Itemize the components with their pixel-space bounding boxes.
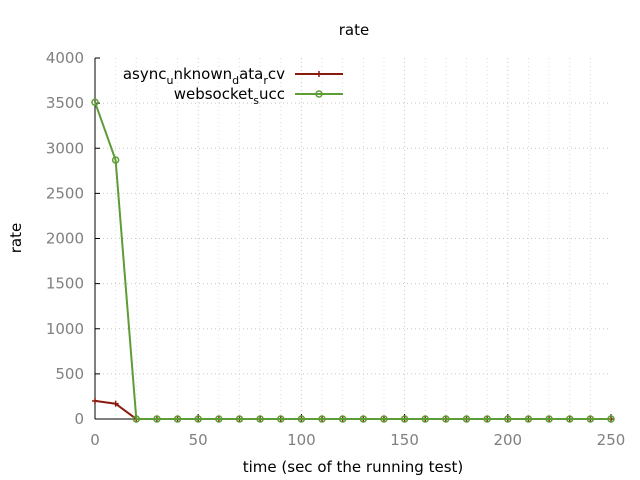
x-tick-label: 100 — [287, 431, 316, 449]
legend-entry: asyncunknowndatarcv — [123, 65, 343, 87]
data-point — [173, 415, 182, 423]
data-point — [504, 415, 512, 423]
x-tick-label: 50 — [189, 431, 208, 449]
series — [91, 98, 615, 423]
data-point — [215, 415, 223, 423]
data-point — [338, 415, 347, 423]
data-point — [256, 415, 264, 423]
data-point — [132, 415, 141, 423]
data-point — [92, 397, 98, 404]
chart-title: rate — [339, 21, 369, 39]
x-tick-label: 150 — [390, 431, 419, 449]
x-tick-label: 0 — [90, 431, 100, 449]
series-2 — [91, 98, 615, 423]
y-tick-label: 2000 — [46, 230, 84, 248]
y-tick-label: 1500 — [46, 275, 84, 293]
x-tick-label: 200 — [493, 431, 522, 449]
data-point — [462, 415, 471, 423]
data-point — [483, 415, 491, 423]
data-point — [607, 415, 615, 423]
data-point — [545, 415, 553, 423]
legend-label: websocketsucc — [174, 85, 285, 107]
y-tick-label: 2500 — [46, 184, 84, 202]
series-line — [94, 399, 611, 420]
data-point — [586, 415, 595, 423]
x-axis-label: time (sec of the running test) — [243, 458, 464, 476]
data-point — [318, 415, 326, 423]
data-point — [112, 400, 119, 407]
y-tick-label: 4000 — [46, 49, 84, 67]
data-point — [297, 415, 306, 423]
series-line — [94, 101, 611, 420]
data-point — [359, 415, 368, 423]
data-point — [421, 415, 429, 423]
y-tick-label: 3000 — [46, 139, 84, 157]
data-point — [565, 415, 574, 423]
data-point — [111, 156, 120, 164]
data-point — [400, 415, 409, 423]
x-tick-label: 250 — [597, 431, 626, 449]
y-axis-label: rate — [7, 223, 25, 253]
data-point — [153, 415, 161, 423]
y-tick-label: 1000 — [46, 320, 84, 338]
data-point — [316, 71, 322, 77]
y-tick-label: 0 — [74, 410, 84, 428]
data-point — [315, 90, 323, 98]
data-point — [442, 415, 450, 423]
axes — [94, 57, 612, 420]
data-point — [277, 415, 285, 423]
y-tick-label: 3500 — [46, 94, 84, 112]
data-point — [91, 98, 99, 106]
y-tick-label: 500 — [55, 365, 84, 383]
data-point — [380, 415, 388, 423]
grid — [95, 58, 611, 419]
legend-label: asyncunknowndatarcv — [123, 65, 285, 87]
data-point — [235, 415, 244, 423]
legend-entry: websocketsucc — [174, 85, 343, 107]
data-point — [194, 415, 202, 423]
data-point — [524, 415, 533, 423]
tick-labels: 0 50 100 150 200 2500500100015002000250030003… — [46, 49, 626, 449]
